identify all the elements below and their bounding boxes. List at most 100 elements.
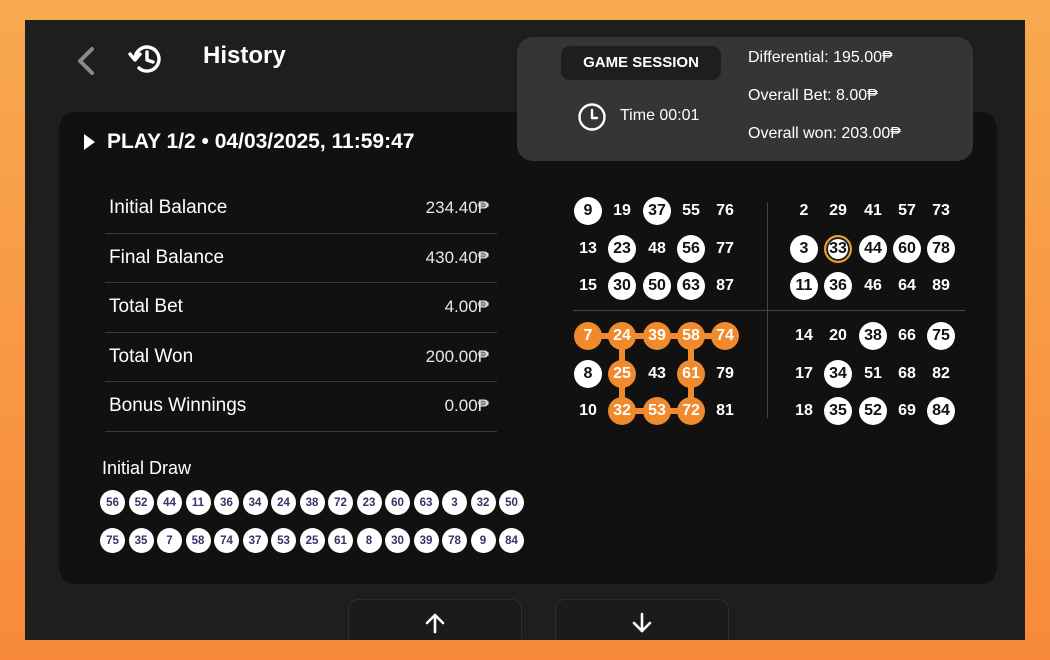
back-button[interactable] xyxy=(73,44,99,78)
bingo-number: 19 xyxy=(613,202,631,219)
bingo-number: 11 xyxy=(790,272,818,300)
game-session-panel: GAME SESSION Time 00:01 Differential: 19… xyxy=(517,37,973,161)
draw-ball: 52 xyxy=(128,490,154,515)
summary-table: Initial Balance 234.40₱ Final Balance 43… xyxy=(105,184,497,432)
bingo-number: 18 xyxy=(795,402,813,419)
summary-row-bonus-winnings: Bonus Winnings 0.00₱ xyxy=(105,382,497,432)
summary-label: Bonus Winnings xyxy=(109,395,247,417)
bingo-number: 64 xyxy=(898,277,916,294)
pattern-connector xyxy=(657,333,691,339)
draw-ball: 75 xyxy=(100,528,125,553)
previous-play-button[interactable] xyxy=(348,599,522,640)
draw-ball: 56 xyxy=(100,490,125,515)
bingo-number: 87 xyxy=(716,277,734,294)
bingo-number: 84 xyxy=(927,397,955,425)
draw-ball: 72 xyxy=(328,490,353,515)
bingo-number: 69 xyxy=(898,402,916,419)
bingo-number: 29 xyxy=(829,202,847,219)
summary-row-final-balance: Final Balance 430.40₱ xyxy=(105,234,497,283)
draw-ball: 84 xyxy=(499,528,524,553)
draw-ball: 38 xyxy=(299,490,325,515)
bingo-number: 23 xyxy=(608,235,636,263)
draw-ball: 36 xyxy=(214,490,239,515)
bingo-number: 74 xyxy=(711,322,739,350)
bingo-number: 89 xyxy=(932,277,950,294)
bingo-number: 39 xyxy=(643,322,671,350)
bingo-number: 7 xyxy=(574,322,602,350)
bingo-number: 20 xyxy=(829,327,847,344)
draw-ball: 7 xyxy=(157,528,182,553)
bingo-number: 2 xyxy=(799,202,809,219)
bingo-number: 48 xyxy=(648,240,666,257)
bingo-number: 34 xyxy=(824,360,852,388)
bingo-number: 57 xyxy=(898,202,916,219)
bingo-number: 79 xyxy=(716,365,734,382)
draw-ball: 25 xyxy=(299,528,325,553)
bingo-number: 68 xyxy=(898,365,916,382)
chevron-left-icon xyxy=(78,47,94,75)
draw-ball: 30 xyxy=(385,528,410,553)
card-divider-horizontal xyxy=(573,310,965,311)
bingo-number: 43 xyxy=(648,365,666,382)
draw-ball: 34 xyxy=(242,490,268,515)
draw-ball: 24 xyxy=(271,490,296,515)
history-screen: History PLAY 1/2 • 04/03/2025, 11:59:47 … xyxy=(25,20,1025,640)
bingo-cards: 9 19 37 55 76 13 23 48 56 77 15 30 50 63 87 2 29 41 57 73 3 3… xyxy=(25,20,1025,640)
bingo-number: 75 xyxy=(927,322,955,350)
next-play-button[interactable] xyxy=(555,599,729,640)
initial-draw-row: 75 35 7 58 74 37 53 25 61 8 30 39 78 9 84 xyxy=(100,528,524,553)
bingo-number: 58 xyxy=(677,322,705,350)
draw-ball: 37 xyxy=(242,528,268,553)
bingo-number: 37 xyxy=(643,197,671,225)
play-arrow-icon xyxy=(84,134,95,150)
bingo-number: 14 xyxy=(795,327,813,344)
play-title: PLAY 1/2 • 04/03/2025, 11:59:47 xyxy=(107,130,415,153)
draw-ball: 58 xyxy=(185,528,211,553)
summary-value: 0.00₱ xyxy=(444,396,489,416)
initial-draw-label: Initial Draw xyxy=(102,458,192,478)
summary-value: 200.00₱ xyxy=(425,346,489,366)
bingo-number: 52 xyxy=(859,397,887,425)
bingo-number: 41 xyxy=(864,202,882,219)
bingo-number: 55 xyxy=(682,202,700,219)
pattern-connector xyxy=(619,374,625,411)
bingo-number: 13 xyxy=(579,240,597,257)
draw-ball: 61 xyxy=(328,528,353,553)
bingo-number: 61 xyxy=(677,360,705,388)
bingo-number: 66 xyxy=(898,327,916,344)
clock-icon xyxy=(577,102,607,132)
bingo-number: 50 xyxy=(643,272,671,300)
draw-ball: 78 xyxy=(442,528,467,553)
header: History xyxy=(25,20,1025,100)
bingo-number: 76 xyxy=(716,202,734,219)
pattern-connector xyxy=(688,336,694,374)
bingo-number: 32 xyxy=(608,397,636,425)
draw-ball: 39 xyxy=(413,528,439,553)
bingo-number: 15 xyxy=(579,277,597,294)
pattern-connector xyxy=(657,408,691,414)
draw-ball: 3 xyxy=(442,490,467,515)
pattern-connector xyxy=(622,408,657,414)
bingo-number: 10 xyxy=(579,402,597,419)
initial-draw-row: 56 52 44 11 36 34 24 38 72 23 60 63 3 32 50 xyxy=(100,490,524,515)
bingo-number: 72 xyxy=(677,397,705,425)
bingo-number: 35 xyxy=(824,397,852,425)
draw-ball: 50 xyxy=(499,490,524,515)
bingo-number: 60 xyxy=(893,235,921,263)
bingo-number: 77 xyxy=(716,240,734,257)
play-panel: PLAY 1/2 • 04/03/2025, 11:59:47 Initial … xyxy=(59,112,997,584)
summary-value: 430.40₱ xyxy=(425,247,489,267)
bingo-number: 17 xyxy=(795,365,813,382)
summary-label: Total Bet xyxy=(109,296,183,318)
summary-value: 4.00₱ xyxy=(444,297,489,317)
bingo-number: 63 xyxy=(677,272,705,300)
bingo-number: 73 xyxy=(932,202,950,219)
bingo-number: 81 xyxy=(716,402,734,419)
pattern-connector xyxy=(622,333,657,339)
pattern-connector xyxy=(691,333,725,339)
session-overall-won: Overall won: 203.00₱ xyxy=(748,125,901,142)
play-header[interactable]: PLAY 1/2 • 04/03/2025, 11:59:47 xyxy=(84,130,414,154)
bingo-number: 25 xyxy=(608,360,636,388)
arrow-up-icon xyxy=(425,613,445,634)
draw-ball: 8 xyxy=(356,528,382,553)
